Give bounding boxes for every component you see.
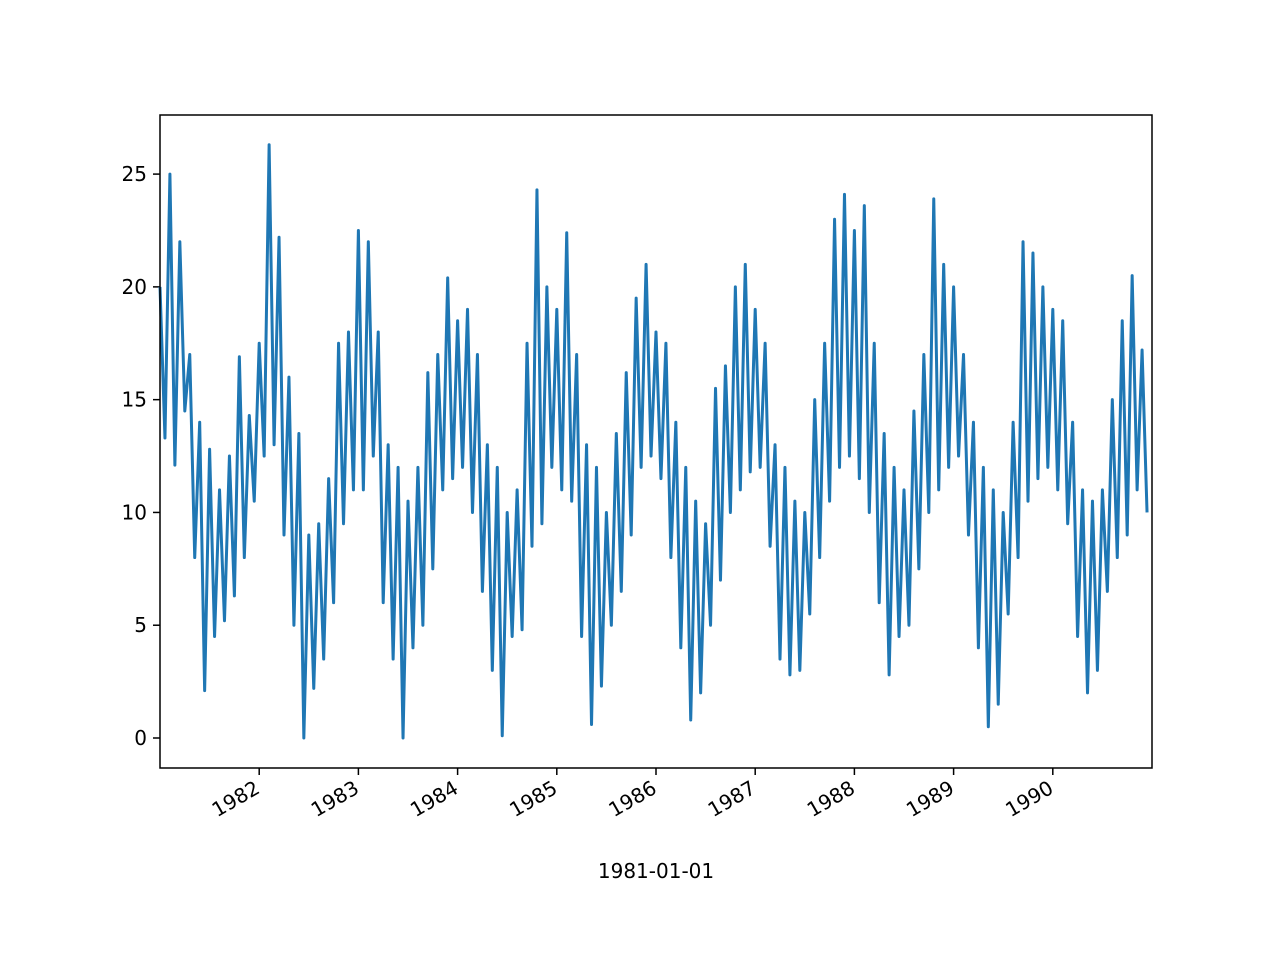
y-tick-label: 10 — [122, 500, 147, 524]
y-tick-label: 15 — [122, 388, 147, 412]
data-line — [158, 143, 1149, 740]
y-tick-label: 25 — [122, 162, 147, 186]
y-tick-label: 0 — [134, 726, 147, 750]
y-tick-label: 20 — [122, 275, 147, 299]
x-axis-label: 1981-01-01 — [598, 859, 714, 883]
axes-frame — [159, 114, 1153, 769]
y-tick-label: 5 — [134, 613, 147, 637]
